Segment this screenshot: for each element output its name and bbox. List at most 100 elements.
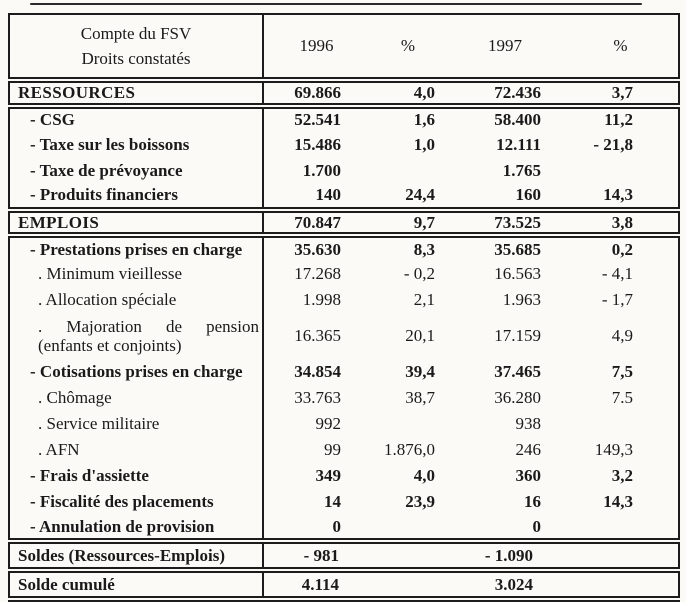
row-value: 39,4 [405,362,435,382]
row-label: - Prestations prises en charge [9,232,264,262]
row-value: 23,9 [405,492,435,512]
row-value: 14,3 [603,185,633,205]
row-label: . Chômage [9,385,264,412]
row-value [369,411,447,437]
table-row: Soldes (Ressources-Emplois) - 981- 1.090 [9,538,679,571]
row-label: - CSG [9,102,264,132]
row-value: 992 [315,414,342,434]
row-value: 16 [524,492,541,512]
table-title: Compte du FSV Droits constatés [9,14,264,83]
row-value: 149,3 [594,440,633,460]
row-value: 4.114 [263,567,447,600]
row-value: 11,2 [563,102,679,132]
row-value: 16.365 [294,326,341,346]
row-value: 36.280 [494,388,541,408]
row-label: - Annulation de provision [9,515,264,542]
row-value: 33.763 [294,388,341,408]
row-value: 3,7 [611,83,633,102]
row-value: 1.876,0 [384,440,435,460]
row-value: 52.541 [263,102,369,132]
table-row: Solde cumulé 4.114 3.024 [9,567,679,600]
row-value: 0 [532,516,542,536]
table-title-line2: Droits constatés [81,49,191,68]
row-label: . Allocation spéciale [9,287,264,314]
row-value: 3.024 [447,567,679,600]
row-value: 0 [332,516,342,536]
row-value: 140 [315,185,342,205]
row-value: 24,4 [405,185,435,205]
row-label: - Produits financiers [9,183,264,210]
row-value: 1,6 [369,102,447,132]
row-value: 3,2 [611,466,633,486]
row-label: . Minimum vieillesse [9,261,264,288]
row-label: . Majoration de pension (enfants et conjo… [9,313,264,360]
row-value: - 4,1 [601,264,633,284]
table-row: . Minimum vieillesse 17.268 - 0,2 16.563 - 4… [9,261,679,288]
row-value: 4,0 [413,466,435,486]
table-row: - Taxe sur les boissons 15.486 1,0 12.111 - … [9,131,679,158]
row-value: 12.111 [496,134,541,154]
row-value: - 1,7 [601,290,633,310]
table-row: - Frais d'assiette 349 4,0 360 3,2 [9,463,679,490]
row-label: - Frais d'assiette [9,463,264,490]
table-row: . Service militaire 992 938 [9,411,679,438]
row-label: . Service militaire [9,411,264,438]
table-row: - Annulation de provision 0 0 [9,515,679,542]
row-value: 0,2 [563,232,679,262]
row-value: 1.998 [302,290,341,310]
row-value: 938 [515,414,542,434]
row-value: 360 [515,466,542,486]
row-value: 1.963 [502,290,541,310]
row-value: 8,3 [369,232,447,262]
row-value: 20,1 [405,326,435,346]
column-header-1996: 1996 [263,14,369,83]
row-value: 73.525 [447,206,563,236]
row-label: - Taxe sur les boissons [9,131,264,158]
row-value [369,158,447,184]
column-header-pct-1996: % [369,14,447,83]
table-title-line1: Compte du FSV [80,23,192,43]
row-value: 35.630 [263,232,369,262]
row-value: 246 [515,440,542,460]
row-value [563,515,679,541]
row-value: - 1.090 [447,538,679,571]
row-label: - Cotisations prises en charge [9,359,264,386]
row-value: 38,7 [405,388,435,408]
row-label: Soldes (Ressources-Emplois) [9,538,264,571]
header-row: Compte du FSV Droits constatés 1996 % 19… [9,14,679,83]
row-value: 349 [315,466,342,486]
row-value [369,515,447,541]
row-value [563,411,679,437]
table-row: - Fiscalité des placements 14 23,9 16 14,3 [9,489,679,516]
row-value: 17.159 [494,326,541,346]
fsv-account-table: Compte du FSV Droits constatés 1996 % 19… [8,13,680,602]
row-value: 160 [515,185,542,205]
table-row: RESSOURCES 69.866 4,0 72.436 3,7 [9,80,679,106]
row-value: 17.268 [294,264,341,284]
row-value: 14 [324,492,341,512]
table-row: - Produits financiers 140 24,4 160 14,3 [9,183,679,210]
row-label: RESSOURCES [9,80,264,106]
row-label-line2: (enfants et conjoints) [38,336,182,356]
table-row: - Prestations prises en charge 35.630 8,3 3… [9,232,679,262]
row-label: . AFN [9,437,264,464]
table-row: . Chômage 33.763 38,7 36.280 7.5 [9,385,679,412]
row-value: 99 [324,440,341,460]
row-value: 1.765 [502,160,541,180]
row-value: - 0,2 [403,264,435,284]
row-value: 37.465 [494,362,541,382]
table-row: - CSG 52.541 1,6 58.400 11,2 [9,102,679,132]
row-label: Solde cumulé [9,567,264,600]
row-value [563,158,679,184]
table-row: . Allocation spéciale 1.998 2,1 1.963 - 1,7 [9,287,679,314]
table-body: RESSOURCES 69.866 4,0 72.436 3,7- CSG 52.541 1… [9,80,679,600]
row-label: EMPLOIS [9,206,264,236]
row-value: - 981 [263,538,447,571]
column-header-1997: 1997 [447,14,563,83]
table-row: - Taxe de prévoyance 1.700 1.765 [9,157,679,184]
table-row: . AFN 99 1.876,0 246 149,3 [9,437,679,464]
row-value: 15.486 [294,134,341,154]
row-value: 7.5 [611,388,633,408]
row-value: 7,5 [611,362,633,382]
